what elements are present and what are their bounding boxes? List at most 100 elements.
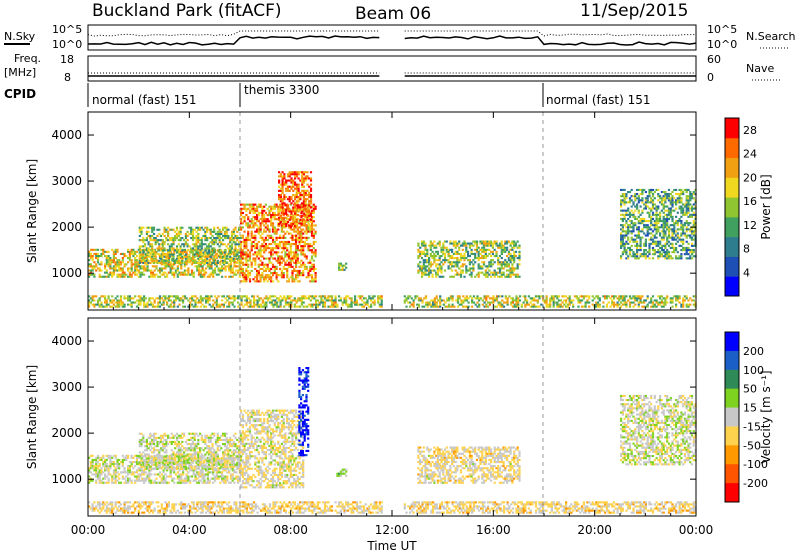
heatmap-cell: [299, 196, 302, 199]
heatmap-cell: [648, 220, 651, 223]
heatmap-cell: [199, 251, 202, 254]
heatmap-cell: [405, 305, 408, 308]
heatmap-cell: [275, 259, 278, 262]
heatmap-cell: [339, 268, 342, 271]
heatmap-cell: [596, 303, 600, 306]
heatmap-cell: [547, 303, 550, 306]
heatmap-cell: [95, 248, 98, 251]
heatmap-cell: [233, 271, 236, 274]
heatmap-cell: [420, 257, 424, 260]
heatmap-cell: [201, 297, 204, 300]
heatmap-cell: [211, 239, 214, 242]
heatmap-cell: [488, 244, 491, 247]
heatmap-cell: [241, 226, 244, 229]
heatmap-cell: [241, 207, 244, 210]
heatmap-cell: [175, 232, 179, 235]
heatmap-cell: [182, 295, 185, 298]
heatmap-cell: [186, 239, 189, 242]
heatmap-cell: [147, 251, 150, 254]
heatmap-cell: [451, 269, 454, 272]
heatmap-cell: [174, 297, 178, 300]
heatmap-cell: [236, 234, 239, 237]
heatmap-cell: [238, 269, 241, 272]
heatmap-cell: [468, 263, 471, 266]
heatmap-cell: [254, 280, 257, 283]
heatmap-cell: [627, 299, 630, 302]
heatmap-cell: [224, 301, 227, 304]
heatmap-cell: [220, 255, 223, 258]
heatmap-cell: [183, 305, 186, 308]
heatmap-cell: [152, 226, 156, 229]
heatmap-cell: [481, 299, 484, 302]
heatmap-cell: [231, 301, 234, 304]
heatmap-cell: [295, 230, 298, 233]
heatmap-cell: [265, 295, 268, 298]
heatmap-cell: [685, 234, 688, 237]
heatmap-cell: [616, 305, 619, 308]
heatmap-cell: [312, 211, 315, 214]
heatmap-cell: [516, 267, 519, 270]
heatmap-cell: [655, 220, 658, 223]
heatmap-cell: [490, 265, 493, 268]
heatmap-cell: [556, 301, 559, 304]
heatmap-cell: [210, 265, 213, 268]
heatmap-cell: [273, 267, 276, 270]
heatmap-cell: [513, 242, 516, 245]
heatmap-cell: [662, 228, 665, 231]
heatmap-cell: [329, 305, 332, 308]
heatmap-cell: [256, 276, 259, 279]
heatmap-cell: [164, 263, 167, 266]
heatmap-cell: [134, 267, 137, 270]
heatmap-cell: [200, 245, 203, 248]
heatmap-cell: [229, 259, 232, 262]
heatmap-cell: [311, 297, 314, 300]
heatmap-cell: [206, 301, 209, 304]
heatmap-cell: [229, 257, 232, 260]
heatmap-cell: [650, 207, 653, 210]
heatmap-cell: [105, 255, 108, 258]
heatmap-cell: [662, 191, 665, 194]
heatmap-cell: [336, 305, 339, 308]
heatmap-cell: [577, 297, 580, 300]
heatmap-cell: [644, 305, 647, 308]
heatmap-cell: [159, 234, 163, 237]
heatmap-cell: [676, 228, 679, 231]
heatmap-cell: [509, 259, 512, 262]
heatmap-cell: [513, 269, 516, 272]
heatmap-cell: [345, 301, 348, 304]
heatmap-cell: [280, 251, 283, 254]
heatmap-cell: [240, 251, 243, 254]
heatmap-cell: [443, 261, 447, 264]
heatmap-cell: [266, 214, 269, 217]
heatmap-cell: [639, 236, 642, 239]
heatmap-cell: [140, 253, 143, 256]
heatmap-cell: [156, 234, 159, 237]
heatmap-cell: [112, 255, 115, 258]
heatmap-cell: [443, 246, 447, 249]
heatmap-cell: [165, 228, 168, 231]
heatmap-cell: [213, 263, 217, 266]
heatmap-cell: [270, 255, 273, 258]
heatmap-cell: [625, 226, 628, 229]
heatmap-cell: [380, 305, 383, 308]
heatmap-cell: [98, 273, 101, 276]
heatmap-cell: [245, 297, 248, 300]
heatmap-cell: [327, 295, 330, 298]
heatmap-cell: [303, 243, 306, 246]
heatmap-cell: [264, 249, 267, 252]
heatmap-cell: [249, 303, 252, 306]
heatmap-cell: [664, 244, 667, 247]
heatmap-cell: [690, 253, 694, 256]
heatmap-cell: [218, 255, 221, 258]
heatmap-cell: [112, 265, 115, 268]
heatmap-cell: [621, 220, 624, 223]
heatmap-cell: [200, 243, 203, 246]
heatmap-cell: [186, 245, 189, 248]
heatmap-cell: [147, 241, 150, 244]
heatmap-cell: [636, 188, 639, 191]
heatmap-cell: [263, 205, 266, 208]
heatmap-cell: [620, 255, 623, 258]
heatmap-cell: [667, 251, 671, 254]
heatmap-cell: [240, 240, 243, 243]
heatmap-cell: [284, 261, 287, 264]
